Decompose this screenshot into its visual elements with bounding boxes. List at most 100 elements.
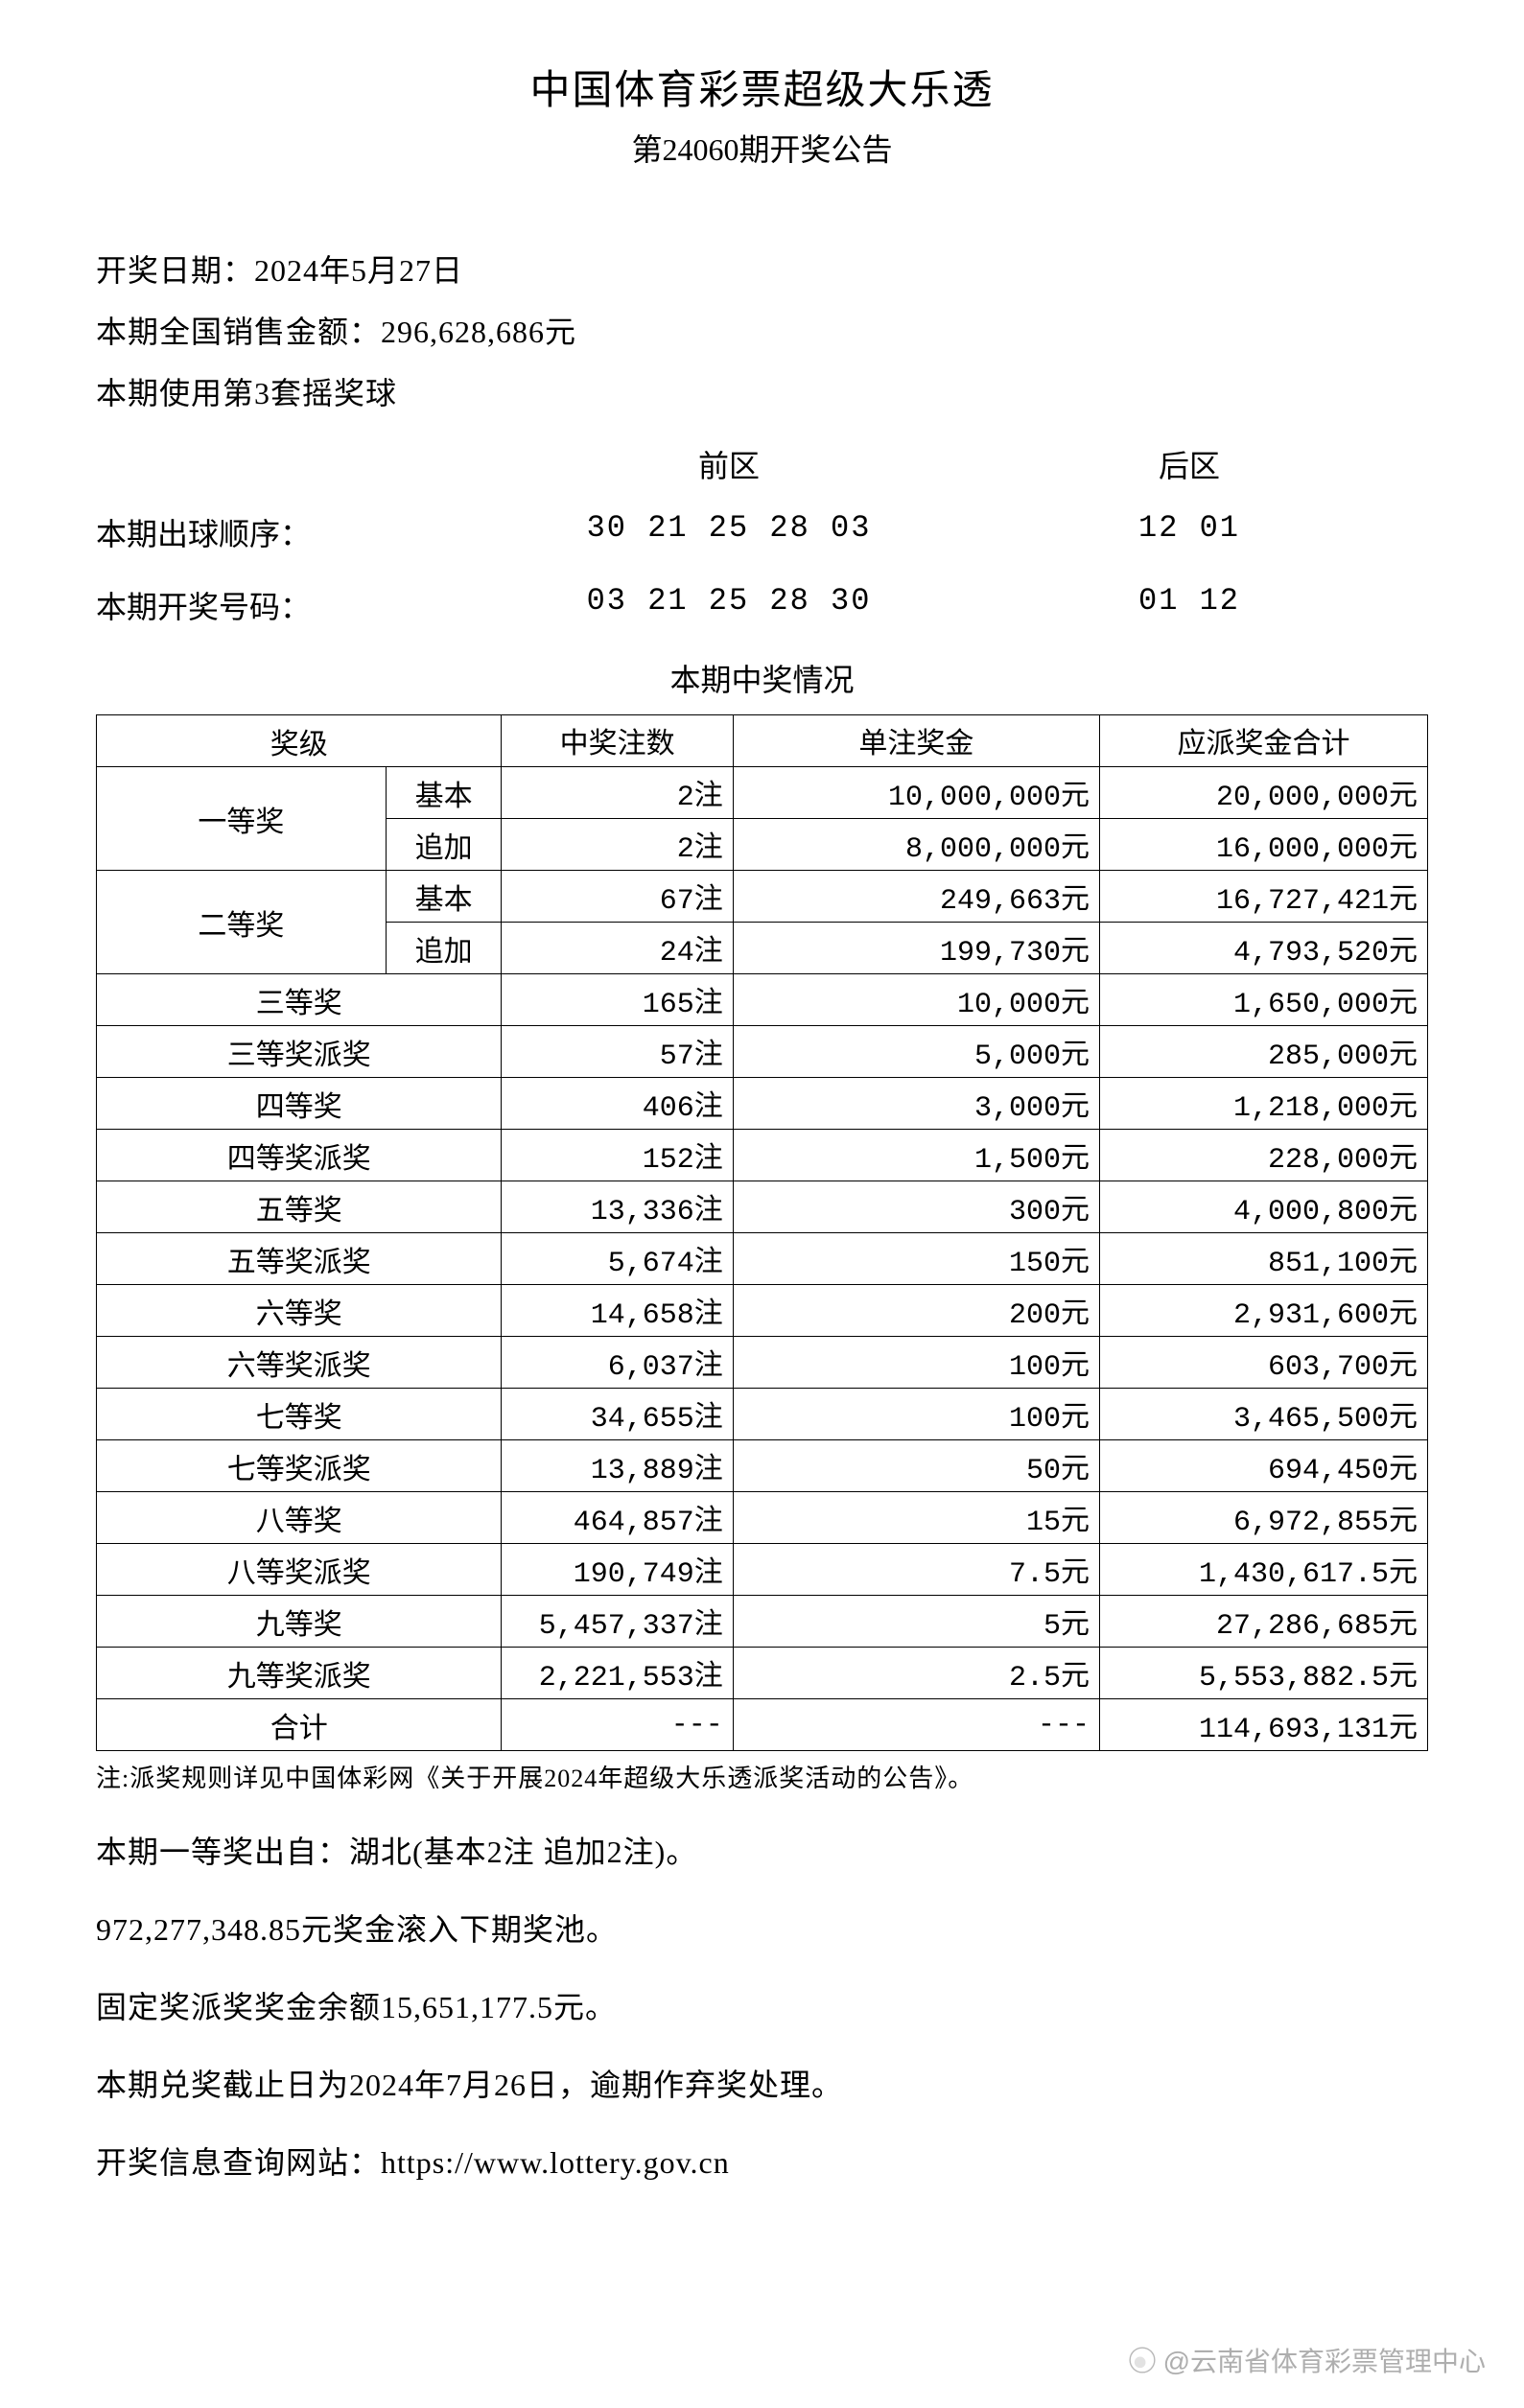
cell-count: 406注 — [502, 1078, 733, 1130]
cell-unit: 200元 — [733, 1285, 1099, 1337]
cell-total: 2,931,600元 — [1100, 1285, 1428, 1337]
cell-level: 六等奖派奖 — [97, 1337, 502, 1389]
prize-table-body: 一等奖基本2注10,000,000元20,000,000元追加2注8,000,0… — [97, 767, 1428, 1751]
winning-back: 01 12 — [997, 583, 1381, 627]
cell-level: 九等奖派奖 — [97, 1648, 502, 1699]
cell-total: 1,218,000元 — [1100, 1078, 1428, 1130]
cell-unit: 15元 — [733, 1492, 1099, 1544]
cell-unit: 2.5元 — [733, 1648, 1099, 1699]
cell-count: 5,674注 — [502, 1233, 733, 1285]
cell-count: 152注 — [502, 1130, 733, 1181]
cell-count: 464,857注 — [502, 1492, 733, 1544]
prize-section-title: 本期中奖情况 — [96, 656, 1428, 700]
cell-sub: 基本 — [386, 767, 502, 819]
table-row: 四等奖派奖152注1,500元228,000元 — [97, 1130, 1428, 1181]
cell-total: 6,972,855元 — [1100, 1492, 1428, 1544]
table-row: 八等奖派奖190,749注7.5元1,430,617.5元 — [97, 1544, 1428, 1596]
cell-unit: 5,000元 — [733, 1026, 1099, 1078]
cell-unit: 8,000,000元 — [733, 819, 1099, 871]
cell-count: 165注 — [502, 974, 733, 1026]
winning-label: 本期开奖号码： — [96, 583, 460, 627]
table-row: 九等奖派奖2,221,553注2.5元5,553,882.5元 — [97, 1648, 1428, 1699]
prize-table-header-row: 奖级 中奖注数 单注奖金 应派奖金合计 — [97, 715, 1428, 767]
cell-total: 5,553,882.5元 — [1100, 1648, 1428, 1699]
cell-count: 57注 — [502, 1026, 733, 1078]
winning-front: 03 21 25 28 30 — [460, 583, 997, 627]
draw-date-value: 2024年5月27日 — [254, 253, 463, 288]
cell-level: 九等奖 — [97, 1596, 502, 1648]
cell-unit: 10,000,000元 — [733, 767, 1099, 819]
numbers-header: 前区 后区 — [96, 442, 1428, 486]
bottom-line-3: 固定奖派奖奖金余额15,651,177.5元。 — [96, 1983, 1428, 2027]
cell-count: 2,221,553注 — [502, 1648, 733, 1699]
draw-order-label: 本期出球顺序： — [96, 510, 460, 554]
cell-count: 2注 — [502, 767, 733, 819]
cell-level: 三等奖 — [97, 974, 502, 1026]
table-row: 九等奖5,457,337注5元27,286,685元 — [97, 1596, 1428, 1648]
cell-level: 四等奖 — [97, 1078, 502, 1130]
cell-count: --- — [502, 1699, 733, 1751]
table-row: 六等奖派奖6,037注100元603,700元 — [97, 1337, 1428, 1389]
cell-total: 20,000,000元 — [1100, 767, 1428, 819]
table-row: 三等奖165注10,000元1,650,000元 — [97, 974, 1428, 1026]
cell-level: 一等奖 — [97, 767, 387, 871]
cell-level: 八等奖派奖 — [97, 1544, 502, 1596]
cell-unit: 100元 — [733, 1389, 1099, 1440]
cell-unit: 50元 — [733, 1440, 1099, 1492]
table-row: 三等奖派奖57注5,000元285,000元 — [97, 1026, 1428, 1078]
table-row: 四等奖406注3,000元1,218,000元 — [97, 1078, 1428, 1130]
header-level: 奖级 — [97, 715, 502, 767]
cell-unit: 300元 — [733, 1181, 1099, 1233]
cell-total: 4,793,520元 — [1100, 923, 1428, 974]
watermark-text: @云南省体育彩票管理中心 — [1163, 2341, 1486, 2379]
cell-unit: 1,500元 — [733, 1130, 1099, 1181]
cell-unit: --- — [733, 1699, 1099, 1751]
cell-sub: 追加 — [386, 819, 502, 871]
cell-count: 24注 — [502, 923, 733, 974]
cell-total: 4,000,800元 — [1100, 1181, 1428, 1233]
table-row: 七等奖34,655注100元3,465,500元 — [97, 1389, 1428, 1440]
cell-level: 三等奖派奖 — [97, 1026, 502, 1078]
page-subtitle: 第24060期开奖公告 — [96, 126, 1428, 170]
weibo-icon — [1129, 2347, 1156, 2373]
cell-unit: 150元 — [733, 1233, 1099, 1285]
cell-total: 1,650,000元 — [1100, 974, 1428, 1026]
page-title: 中国体育彩票超级大乐透 — [96, 58, 1428, 116]
cell-total: 27,286,685元 — [1100, 1596, 1428, 1648]
cell-total: 1,430,617.5元 — [1100, 1544, 1428, 1596]
draw-order-back: 12 01 — [997, 510, 1381, 554]
watermark: @云南省体育彩票管理中心 — [1129, 2341, 1486, 2379]
cell-total: 603,700元 — [1100, 1337, 1428, 1389]
numbers-section: 前区 后区 本期出球顺序： 30 21 25 28 03 12 01 本期开奖号… — [96, 442, 1428, 627]
cell-level: 合计 — [97, 1699, 502, 1751]
cell-level: 四等奖派奖 — [97, 1130, 502, 1181]
cell-total: 16,000,000元 — [1100, 819, 1428, 871]
bottom-line-5: 开奖信息查询网站：https://www.lottery.gov.cn — [96, 2139, 1428, 2183]
cell-count: 13,889注 — [502, 1440, 733, 1492]
winning-row: 本期开奖号码： 03 21 25 28 30 01 12 — [96, 583, 1428, 627]
back-area-label: 后区 — [997, 442, 1381, 486]
cell-unit: 10,000元 — [733, 974, 1099, 1026]
sales-value: 296,628,686元 — [381, 315, 576, 349]
sales-line: 本期全国销售金额：296,628,686元 — [96, 308, 1428, 352]
page-container: 中国体育彩票超级大乐透 第24060期开奖公告 开奖日期：2024年5月27日 … — [0, 0, 1524, 2408]
cell-unit: 100元 — [733, 1337, 1099, 1389]
cell-total: 114,693,131元 — [1100, 1699, 1428, 1751]
cell-count: 5,457,337注 — [502, 1596, 733, 1648]
cell-count: 67注 — [502, 871, 733, 923]
cell-unit: 7.5元 — [733, 1544, 1099, 1596]
cell-total: 16,727,421元 — [1100, 871, 1428, 923]
header-count: 中奖注数 — [502, 715, 733, 767]
cell-unit: 249,663元 — [733, 871, 1099, 923]
cell-total: 3,465,500元 — [1100, 1389, 1428, 1440]
cell-total: 694,450元 — [1100, 1440, 1428, 1492]
cell-level: 五等奖 — [97, 1181, 502, 1233]
front-area-label: 前区 — [460, 442, 997, 486]
table-row: 一等奖基本2注10,000,000元20,000,000元 — [97, 767, 1428, 819]
cell-count: 6,037注 — [502, 1337, 733, 1389]
footnote: 注:派奖规则详见中国体彩网《关于开展2024年超级大乐透派奖活动的公告》。 — [96, 1759, 1428, 1794]
cell-unit: 5元 — [733, 1596, 1099, 1648]
cell-total: 851,100元 — [1100, 1233, 1428, 1285]
draw-order-front: 30 21 25 28 03 — [460, 510, 997, 554]
table-row: 七等奖派奖13,889注50元694,450元 — [97, 1440, 1428, 1492]
